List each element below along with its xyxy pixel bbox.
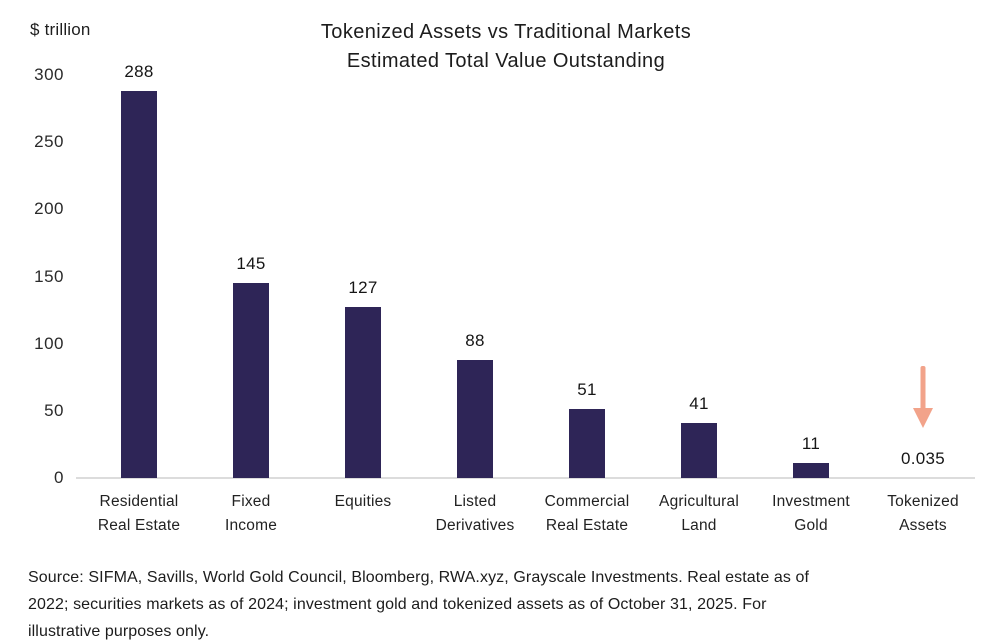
y-tick-label: 50: [44, 400, 64, 420]
source-note-line: Source: SIFMA, Savills, World Gold Counc…: [28, 569, 810, 586]
y-tick-label: 150: [34, 266, 64, 286]
x-category-label-line: Real Estate: [97, 517, 181, 534]
x-category-label-line: Commercial: [544, 493, 630, 510]
x-axis-baseline: [76, 477, 975, 479]
x-category-label-line: Real Estate: [545, 517, 629, 534]
x-category-label: Residential Real Estate: [83, 490, 195, 538]
chart-title: Tokenized Assets vs Traditional Markets …: [24, 18, 988, 76]
x-category-label-line: Gold: [794, 517, 828, 534]
y-tick-label: 100: [34, 333, 64, 353]
x-category-label-line: Agricultural: [659, 493, 739, 510]
y-tick-label: 200: [34, 199, 64, 219]
bar: [345, 307, 381, 478]
bar: [457, 359, 493, 478]
bar-value-label: 41: [689, 393, 709, 413]
x-category-label: Investment Gold: [755, 490, 867, 538]
x-category-label: Commercial Real Estate: [531, 490, 643, 538]
down-arrow-icon: [911, 366, 935, 428]
x-category-label: Fixed Income: [195, 490, 307, 538]
source-note: Source: SIFMA, Savills, World Gold Counc…: [28, 564, 978, 640]
bar-value-label: 127: [348, 278, 378, 298]
x-category-label-line: Income: [224, 517, 278, 534]
bar-value-label: 0.035: [900, 448, 946, 468]
bar: [793, 463, 829, 478]
x-category-label: Equities: [307, 490, 419, 514]
x-category-label-line: Listed: [453, 493, 497, 510]
bar-value-label: 51: [577, 380, 597, 400]
y-axis-unit-label: $ trillion: [30, 20, 91, 39]
x-category-label: Agricultural Land: [643, 490, 755, 538]
bar-value-label: 11: [801, 434, 821, 454]
x-category-label-line: Residential: [99, 493, 179, 510]
x-category-label-line: Land: [681, 517, 717, 534]
y-tick-label: 250: [34, 132, 64, 152]
bar: [121, 91, 157, 478]
x-category-label-line: Equities: [334, 493, 392, 510]
bar-value-label: 145: [236, 254, 266, 274]
source-note-line: illustrative purposes only.: [28, 623, 210, 640]
bar: [681, 422, 717, 478]
bar-value-label: 88: [465, 330, 485, 350]
y-tick-label: 0: [54, 468, 64, 487]
x-category-label-line: Investment: [772, 493, 850, 510]
x-category-label: Listed Derivatives: [419, 490, 531, 538]
bar-value-label: 288: [124, 62, 154, 82]
x-category-label-line: Derivatives: [435, 517, 515, 534]
chart-title-line2: Estimated Total Value Outstanding: [346, 50, 666, 72]
y-tick-label: 300: [34, 65, 64, 84]
chart-title-line1: Tokenized Assets vs Traditional Markets: [320, 21, 692, 43]
x-category-label-line: Fixed: [231, 493, 271, 510]
bar: [233, 283, 269, 478]
x-category-label: Tokenized Assets: [867, 490, 979, 538]
bar: [569, 409, 605, 478]
x-category-label-line: Assets: [899, 517, 947, 534]
source-note-line: 2022; securities markets as of 2024; inv…: [28, 596, 767, 613]
x-category-label-line: Tokenized: [887, 493, 959, 510]
